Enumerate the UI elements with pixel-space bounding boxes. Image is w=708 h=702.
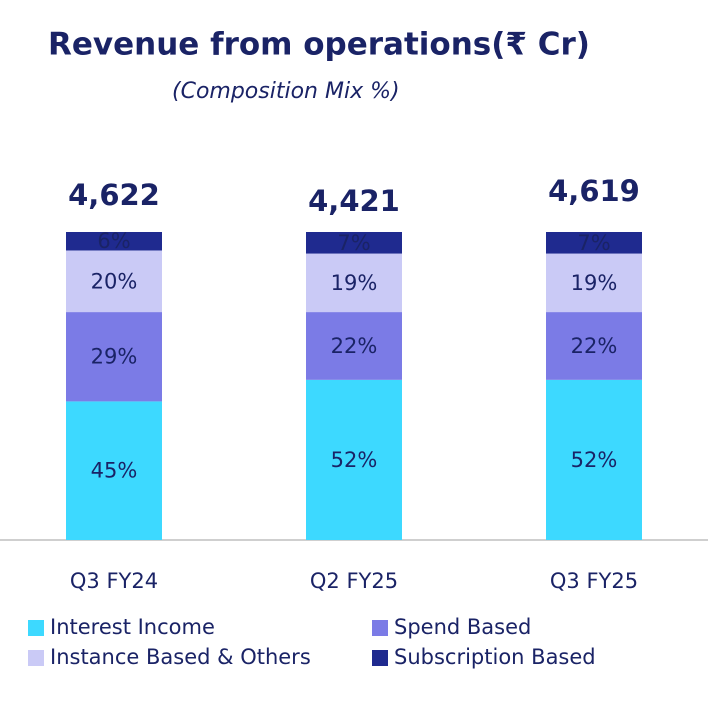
bar-segment — [546, 253, 642, 313]
legend-swatch — [28, 650, 44, 666]
x-tick-label: Q2 FY25 — [310, 569, 398, 593]
value-label: 19% — [571, 271, 618, 295]
value-label: 22% — [571, 334, 618, 358]
value-label: 6% — [97, 229, 130, 253]
bar-segment — [66, 250, 162, 313]
bar-segment — [546, 232, 642, 254]
value-label: 52% — [571, 448, 618, 472]
x-tick-label: Q3 FY24 — [70, 569, 158, 593]
legend-swatch — [28, 620, 44, 636]
total-label: 4,619 — [548, 174, 640, 208]
bar-segment — [306, 379, 402, 540]
legend-label: Instance Based & Others — [50, 645, 311, 669]
chart-title: Revenue from operations(₹ Cr) — [48, 27, 590, 63]
total-label: 4,421 — [308, 184, 400, 218]
bar-segment — [306, 312, 402, 380]
value-label: 19% — [331, 271, 378, 295]
total-label: 4,622 — [68, 178, 160, 212]
legend-label: Interest Income — [50, 615, 215, 639]
legend-label: Subscription Based — [394, 645, 596, 669]
legend-swatch — [372, 620, 388, 636]
value-label: 52% — [331, 448, 378, 472]
bar-segment — [66, 232, 162, 251]
bar-segment — [546, 379, 642, 540]
value-label: 29% — [91, 345, 138, 369]
value-label: 20% — [91, 269, 138, 293]
legend-swatch — [372, 650, 388, 666]
legend-label: Spend Based — [394, 615, 531, 639]
bar-segment — [66, 401, 162, 540]
value-label: 7% — [337, 231, 370, 255]
bar-segment — [306, 232, 402, 254]
value-label: 7% — [577, 231, 610, 255]
bar-segment — [66, 312, 162, 402]
chart-subtitle: (Composition Mix %) — [172, 79, 400, 104]
x-tick-label: Q3 FY25 — [550, 569, 638, 593]
value-label: 22% — [331, 334, 378, 358]
bar-segment — [546, 312, 642, 380]
bar-segment — [306, 253, 402, 313]
value-label: 45% — [91, 459, 138, 483]
